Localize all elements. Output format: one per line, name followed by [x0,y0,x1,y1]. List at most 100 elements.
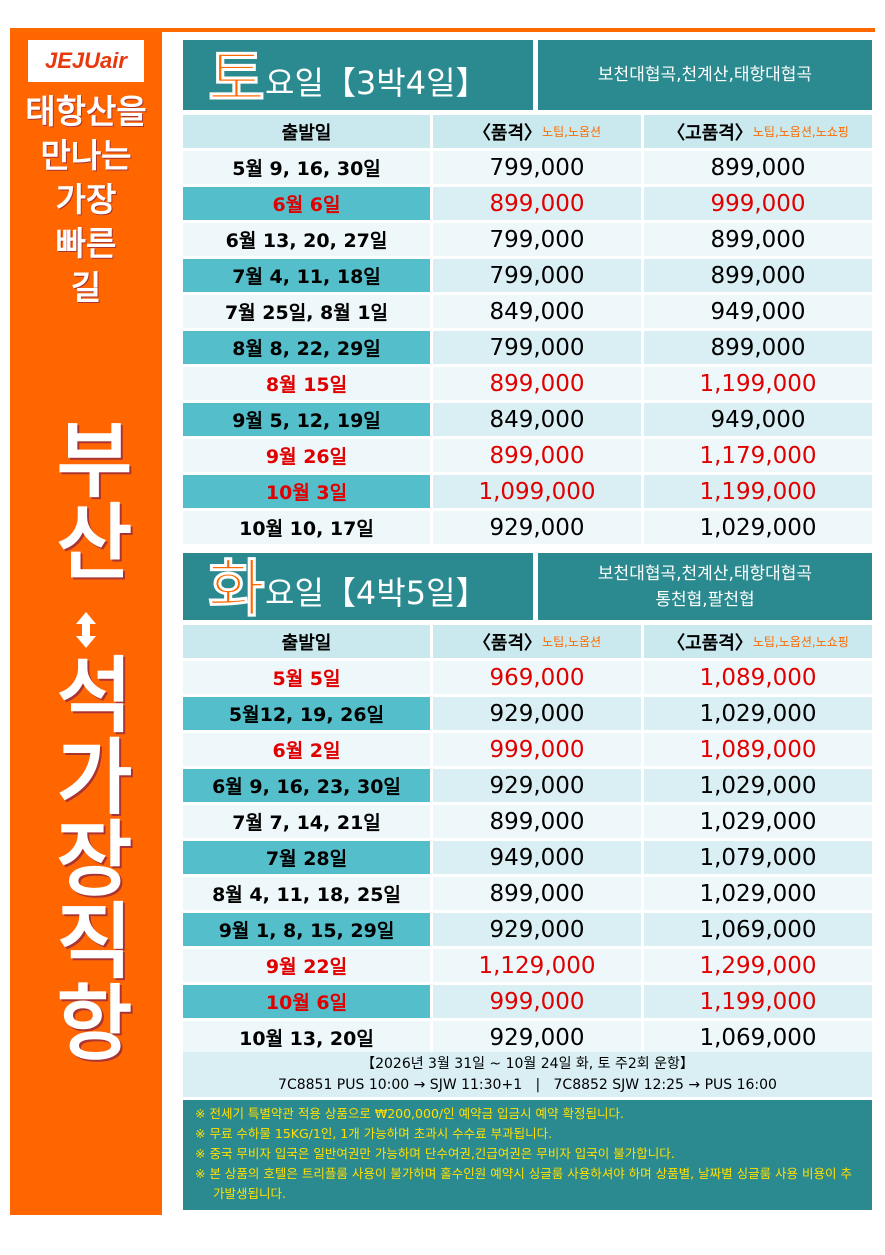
table-row: 8월 8, 22, 29일 799,000 899,000 [183,331,872,364]
header-text: 출발일 [281,122,332,144]
header-note: 노팁,노옵션 [542,635,602,649]
price-cell: 949,000 [433,841,641,874]
header-text: 〈품격〉 [472,122,543,144]
header-cell: 출발일 [183,625,430,658]
notes: ※ 전세기 특별약관 적용 상품으로 ₩200,000/인 예약금 입금시 예약… [183,1100,872,1210]
price-cell: 1,099,000 [433,475,641,508]
date-cell: 6월 9, 16, 23, 30일 [183,769,430,802]
date-cell: 7월 7, 14, 21일 [183,805,430,838]
premium-cell: 1,079,000 [644,841,872,874]
day-label: 요일【4박5일】 [265,574,488,612]
tagline: 태항산을 만나는 가장 빠른 길 [10,90,162,310]
table-row: 5월 5일 969,000 1,089,000 [183,661,872,694]
premium-cell: 1,089,000 [644,661,872,694]
premium-cell: 899,000 [644,259,872,292]
date-cell: 8월 8, 22, 29일 [183,331,430,364]
date-cell: 6월 2일 [183,733,430,766]
table-row: 6월 9, 16, 23, 30일 929,000 1,029,000 [183,769,872,802]
route-to: 석가장직항 [39,652,134,1062]
date-cell: 9월 22일 [183,949,430,982]
date-cell: 10월 3일 [183,475,430,508]
date-cell: 6월 13, 20, 27일 [183,223,430,256]
table-row: 9월 1, 8, 15, 29일 929,000 1,069,000 [183,913,872,946]
table-row: 10월 10, 17일 929,000 1,029,000 [183,511,872,544]
header-cell: 〈품격〉 노팁,노옵션 [433,115,641,148]
premium-cell: 1,299,000 [644,949,872,982]
premium-cell: 1,179,000 [644,439,872,472]
schedule: 【2026년 3월 31일 ~ 10월 24일 화, 토 주2회 운항】 7C88… [183,1052,872,1097]
header-cell: 〈품격〉 노팁,노옵션 [433,625,641,658]
header-cell: 〈고품격〉 노팁,노옵션,노쇼핑 [644,115,872,148]
premium-cell: 1,029,000 [644,511,872,544]
table-header: 출발일 〈품격〉 노팁,노옵션 〈고품격〉 노팁,노옵션,노쇼핑 [183,625,872,658]
schedule-text: 【2026년 3월 31일 ~ 10월 24일 화, 토 주2회 운항】 [361,1056,694,1072]
price-cell: 899,000 [433,805,641,838]
note: ※ 무료 수하물 15KG/1인, 1개 가능하며 초과시 수수료 부과됩니다. [195,1126,553,1141]
header-text: 〈고품격〉 [667,632,753,654]
table-row: 9월 22일 1,129,000 1,299,000 [183,949,872,982]
premium-cell: 1,029,000 [644,805,872,838]
premium-cell: 899,000 [644,223,872,256]
table-row: 9월 26일 899,000 1,179,000 [183,439,872,472]
day: 토 [207,42,266,115]
premium-cell: 949,000 [644,295,872,328]
price-cell: 799,000 [433,259,641,292]
premium-cell: 1,199,000 [644,985,872,1018]
flights: 7C8851 PUS 10:00 → SJW 11:30+1 | 7C8852 … [278,1077,777,1093]
date-cell: 7월 28일 [183,841,430,874]
places-box: 보천대협곡,천계산,태항대협곡 통천협,팔천협 [538,553,872,620]
sidebar: JEJUair 태항산을 만나는 가장 빠른 길 부산 석가장직항 [10,32,162,1215]
price-cell: 929,000 [433,913,641,946]
premium-cell: 899,000 [644,331,872,364]
price-cell: 999,000 [433,985,641,1018]
price-cell: 849,000 [433,295,641,328]
premium-cell: 1,069,000 [644,913,872,946]
header-note: 노팁,노옵션,노쇼핑 [752,635,849,649]
price-cell: 1,129,000 [433,949,641,982]
route-from: 부산 [39,417,134,581]
header-note: 노팁,노옵션,노쇼핑 [752,125,849,139]
table-row: 7월 7, 14, 21일 899,000 1,029,000 [183,805,872,838]
table-row: 6월 2일 999,000 1,089,000 [183,733,872,766]
table-row: 10월 6일 999,000 1,199,000 [183,985,872,1018]
date-cell: 5월 9, 16, 30일 [183,151,430,184]
table-row: 6월 13, 20, 27일 799,000 899,000 [183,223,872,256]
arrow-icon [76,612,96,648]
header-text: 출발일 [281,632,332,654]
note: ※ 본 상품의 호텔은 트리플룸 사용이 불가하며 홀수인원 예약시 싱글룸 사… [195,1166,852,1201]
table-row: 9월 5, 12, 19일 849,000 949,000 [183,403,872,436]
section-header: 토 요일【3박4일】 보천대협곡,천계산,태항대협곡 [183,40,872,110]
tagline-line: 길 [70,268,102,307]
price-cell: 999,000 [433,733,641,766]
price-cell: 899,000 [433,187,641,220]
price-cell: 929,000 [433,769,641,802]
date-cell: 8월 15일 [183,367,430,400]
price-cell: 929,000 [433,511,641,544]
date-cell: 7월 4, 11, 18일 [183,259,430,292]
table-header: 출발일 〈품격〉 노팁,노옵션 〈고품격〉 노팁,노옵션,노쇼핑 [183,115,872,148]
date-cell: 9월 5, 12, 19일 [183,403,430,436]
premium-cell: 1,069,000 [644,1021,872,1054]
price-cell: 799,000 [433,223,641,256]
section: 화 요일【4박5일】 보천대협곡,천계산,태항대협곡 통천협,팔천협 출발일 〈품격〉 노팁… [183,553,872,1054]
premium-cell: 1,029,000 [644,769,872,802]
tagline-line: 만나는 [40,136,132,175]
day-box: 화 요일【4박5일】 [183,553,533,620]
header-cell: 출발일 [183,115,430,148]
price-cell: 969,000 [433,661,641,694]
price-cell: 799,000 [433,331,641,364]
header-text: 〈품격〉 [472,632,543,654]
day-label: 요일【3박4일】 [265,64,488,102]
table-row: 5월12, 19, 26일 929,000 1,029,000 [183,697,872,730]
date-cell: 9월 26일 [183,439,430,472]
places: 보천대협곡,천계산,태항대협곡 [597,65,813,85]
table-row: 8월 15일 899,000 1,199,000 [183,367,872,400]
date-cell: 10월 10, 17일 [183,511,430,544]
price-cell: 899,000 [433,877,641,910]
date-cell: 6월 6일 [183,187,430,220]
note: ※ 전세기 특별약관 적용 상품으로 ₩200,000/인 예약금 입금시 예약… [195,1106,624,1121]
price-cell: 929,000 [433,1021,641,1054]
premium-cell: 899,000 [644,151,872,184]
